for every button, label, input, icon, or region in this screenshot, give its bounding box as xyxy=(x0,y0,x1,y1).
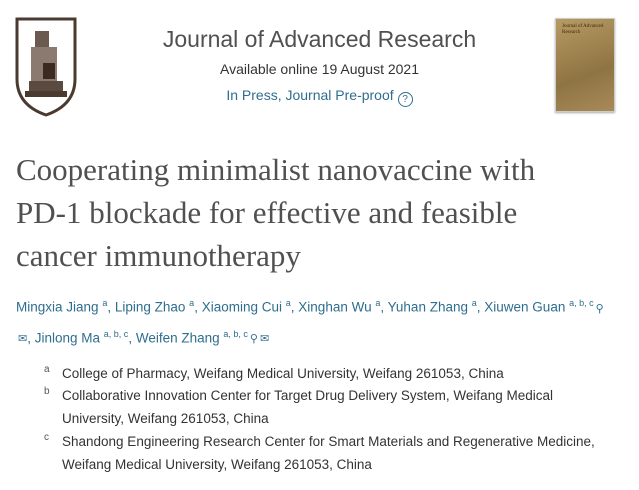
author-link[interactable]: Xiaoming Cui xyxy=(201,299,282,315)
author-list: Mingxia Jiang a, Liping Zhao a, Xiaoming… xyxy=(16,298,604,345)
aff-label: b xyxy=(44,386,50,397)
aff-ref[interactable]: a xyxy=(189,298,195,308)
status-link[interactable]: In Press, Journal Pre-proof xyxy=(226,87,394,103)
question-circle-icon[interactable]: ? xyxy=(397,92,413,107)
aff-ref[interactable]: a, b, c xyxy=(569,298,594,308)
aff-ref[interactable]: a, b, c xyxy=(223,328,248,339)
person-icon[interactable]: ⚲ xyxy=(249,333,258,345)
person-icon[interactable]: ⚲ xyxy=(595,302,604,315)
aff-ref[interactable]: a xyxy=(471,298,477,308)
title-line: PD-1 blockade for effective and feasible xyxy=(16,195,518,230)
aff-ref[interactable]: a, b, c xyxy=(103,328,129,339)
publisher-logo[interactable] xyxy=(15,17,77,117)
aff-ref[interactable]: a xyxy=(102,298,108,308)
author-link[interactable]: Mingxia Jiang xyxy=(16,299,99,315)
aff-text: Collaborative Innovation Center for Targ… xyxy=(62,388,553,426)
cover-title: Journal of Advanced Research xyxy=(562,24,604,35)
journal-title[interactable]: Journal of Advanced Research xyxy=(162,26,477,52)
author-link[interactable]: Weifen Zhang xyxy=(135,330,220,345)
title-line: cancer immunotherapy xyxy=(16,238,301,273)
author-link[interactable]: Xinghan Wu xyxy=(298,299,372,315)
available-online-date: Available online 19 August 2021 xyxy=(219,61,419,77)
aff-label: a xyxy=(44,364,50,375)
aff-ref[interactable]: a xyxy=(375,298,381,308)
aff-label: c xyxy=(44,432,49,443)
journal-cover[interactable]: Journal of Advanced Research xyxy=(555,18,615,112)
author-link[interactable]: Jinlong Ma xyxy=(34,330,101,345)
aff-text: Shandong Engineering Research Center for… xyxy=(62,434,595,472)
aff-text: College of Pharmacy, Weifang Medical Uni… xyxy=(62,366,504,381)
aff-ref[interactable]: a xyxy=(285,298,291,308)
email-icon[interactable]: ✉ xyxy=(18,333,28,345)
affiliation: a College of Pharmacy, Weifang Medical Un… xyxy=(44,362,634,385)
email-icon[interactable]: ✉ xyxy=(259,333,270,345)
author-link[interactable]: Xiuwen Guan xyxy=(484,299,566,315)
article-title: Cooperating minimalist nanovaccine with … xyxy=(16,148,626,277)
author-link[interactable]: Yuhan Zhang xyxy=(387,299,468,315)
article-status: In Press, Journal Pre-proof? xyxy=(0,87,639,107)
title-line: Cooperating minimalist nanovaccine with xyxy=(16,152,536,187)
affiliation: b Collaborative Innovation Center for Tar… xyxy=(44,384,604,430)
author-link[interactable]: Liping Zhao xyxy=(114,299,186,315)
affiliation: c Shandong Engineering Research Center fo… xyxy=(44,430,639,476)
